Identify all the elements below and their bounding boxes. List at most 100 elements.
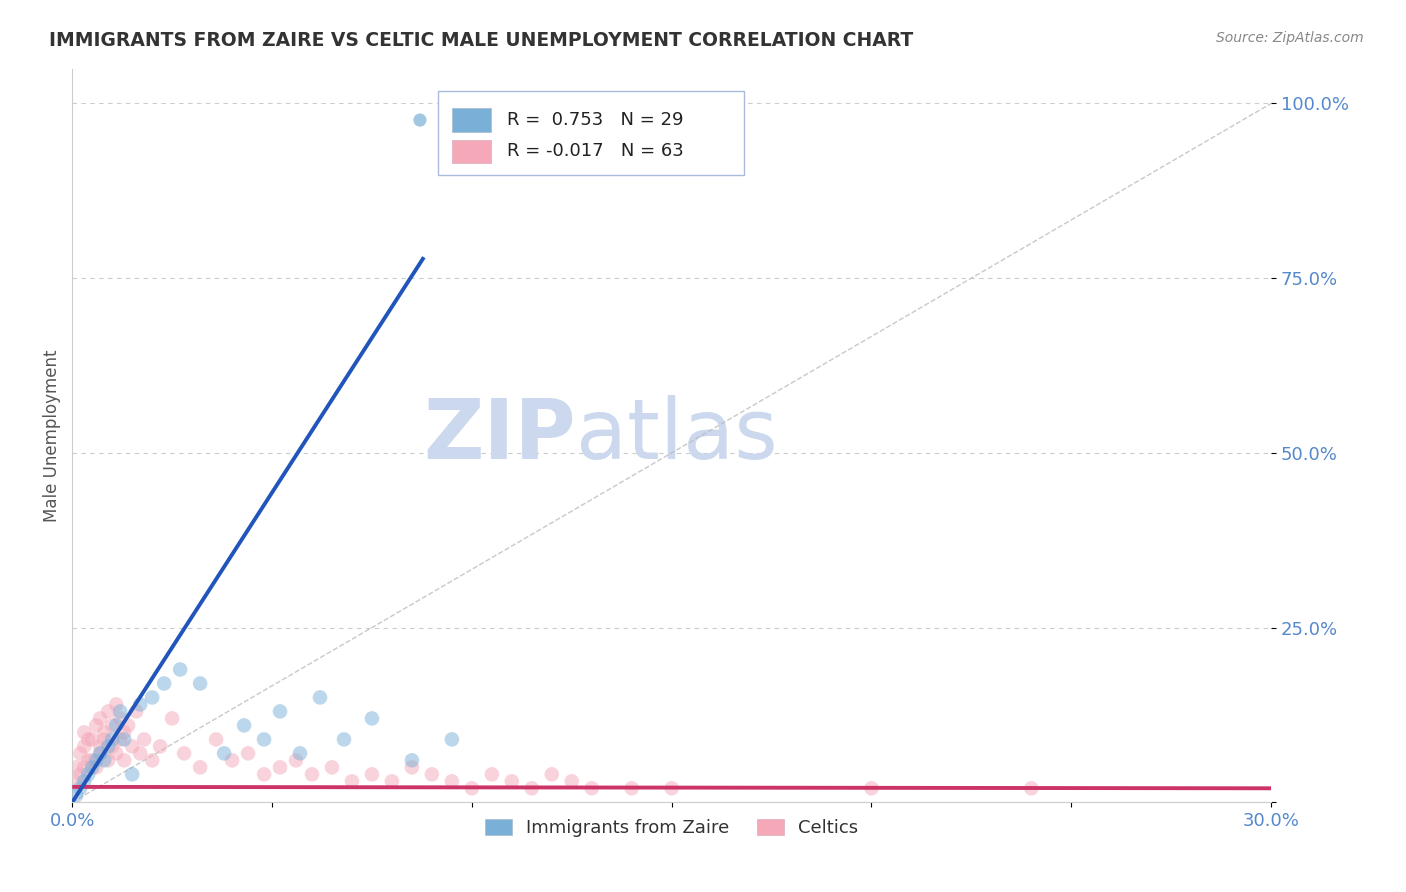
Point <box>301 767 323 781</box>
Point <box>84 753 107 767</box>
Point <box>105 718 128 732</box>
Point <box>269 760 291 774</box>
Point <box>309 690 332 705</box>
Point <box>101 718 124 732</box>
Point <box>73 739 96 754</box>
Point <box>661 781 683 796</box>
Point <box>121 739 143 754</box>
Point <box>285 753 308 767</box>
Point <box>77 732 100 747</box>
Point <box>212 747 235 761</box>
Point <box>112 732 135 747</box>
Point <box>125 705 148 719</box>
Point <box>581 781 603 796</box>
Point <box>101 739 124 754</box>
Point <box>361 767 384 781</box>
Point <box>501 774 523 789</box>
Point <box>236 747 259 761</box>
Point <box>89 711 111 725</box>
Point <box>169 663 191 677</box>
Point <box>253 732 276 747</box>
Point <box>173 747 195 761</box>
Point <box>108 711 131 725</box>
Point <box>401 753 423 767</box>
Point <box>361 711 384 725</box>
Point <box>112 753 135 767</box>
Point <box>73 760 96 774</box>
Point <box>97 739 120 754</box>
Point <box>108 732 131 747</box>
Point <box>860 781 883 796</box>
Point <box>160 711 183 725</box>
Point <box>82 732 104 747</box>
Point <box>188 760 211 774</box>
Point <box>73 725 96 739</box>
Point <box>141 690 163 705</box>
Text: atlas: atlas <box>575 395 778 476</box>
Point <box>1021 781 1043 796</box>
Point <box>153 676 176 690</box>
Point <box>620 781 643 796</box>
Text: R = -0.017   N = 63: R = -0.017 N = 63 <box>508 143 685 161</box>
Point <box>440 732 463 747</box>
FancyBboxPatch shape <box>437 90 744 175</box>
Point <box>134 732 156 747</box>
Text: Source: ZipAtlas.com: Source: ZipAtlas.com <box>1216 31 1364 45</box>
Point <box>84 718 107 732</box>
Point <box>233 718 256 732</box>
Point <box>84 760 107 774</box>
Point <box>520 781 543 796</box>
Point <box>561 774 583 789</box>
Point <box>461 781 484 796</box>
Text: R =  0.753   N = 29: R = 0.753 N = 29 <box>508 112 683 129</box>
Point <box>333 732 356 747</box>
Point <box>77 753 100 767</box>
Y-axis label: Male Unemployment: Male Unemployment <box>44 349 60 522</box>
Point <box>89 739 111 754</box>
Point <box>401 760 423 774</box>
Point <box>381 774 404 789</box>
Legend: Immigrants from Zaire, Celtics: Immigrants from Zaire, Celtics <box>478 812 866 845</box>
Point <box>149 739 172 754</box>
Point <box>221 753 243 767</box>
Point <box>82 760 104 774</box>
Point <box>129 698 152 712</box>
Point <box>440 774 463 789</box>
Point <box>69 781 91 796</box>
Text: ZIP: ZIP <box>423 395 575 476</box>
Point <box>89 747 111 761</box>
Point <box>540 767 562 781</box>
Point <box>288 747 311 761</box>
Point <box>73 774 96 789</box>
Point <box>420 767 443 781</box>
Point <box>82 753 104 767</box>
Point <box>129 747 152 761</box>
Point <box>65 774 87 789</box>
Point <box>108 705 131 719</box>
Point <box>77 767 100 781</box>
Point <box>97 705 120 719</box>
Point <box>117 718 139 732</box>
Point <box>93 725 115 739</box>
Point <box>481 767 503 781</box>
Point <box>105 747 128 761</box>
Point <box>65 789 87 803</box>
Text: IMMIGRANTS FROM ZAIRE VS CELTIC MALE UNEMPLOYMENT CORRELATION CHART: IMMIGRANTS FROM ZAIRE VS CELTIC MALE UNE… <box>49 31 914 50</box>
Point <box>93 732 115 747</box>
FancyBboxPatch shape <box>453 108 491 132</box>
Point <box>1220 145 1243 160</box>
Point <box>321 760 343 774</box>
Point <box>112 725 135 739</box>
Point <box>101 732 124 747</box>
Point <box>93 753 115 767</box>
Point <box>121 767 143 781</box>
Point <box>65 760 87 774</box>
Point <box>69 767 91 781</box>
Point <box>340 774 363 789</box>
Point <box>89 747 111 761</box>
FancyBboxPatch shape <box>453 139 491 163</box>
Point <box>269 705 291 719</box>
Point <box>253 767 276 781</box>
Point <box>97 753 120 767</box>
Point <box>141 753 163 767</box>
